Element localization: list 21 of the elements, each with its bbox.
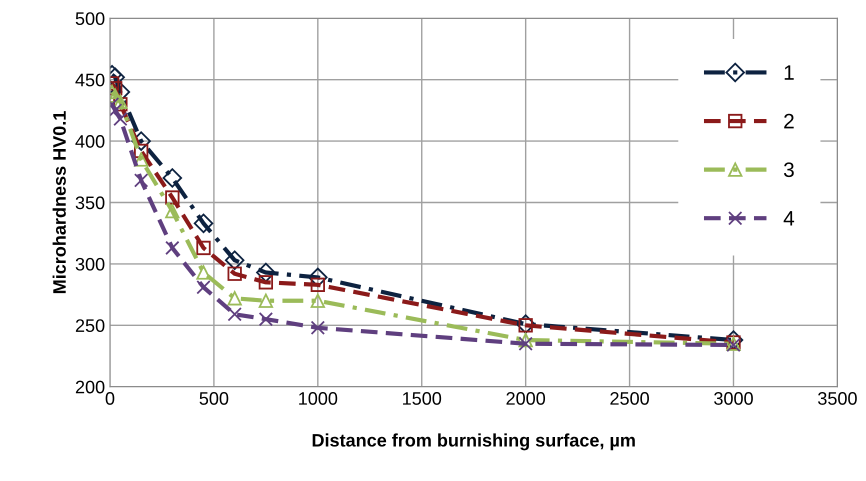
y-tick-label: 450 [75,74,104,86]
legend-label: 1 [784,65,794,80]
x-tick-label: 500 [200,392,228,405]
x-tick-label: 3000 [714,392,753,405]
y-axis-title: Microhardness HV0.1 [52,111,66,294]
y-tick-label: 200 [76,380,104,394]
y-tick-label: 250 [76,319,104,332]
y-tick-label: 400 [75,135,104,148]
x-tick-label: 2500 [610,392,649,405]
y-tick-label: 350 [76,196,104,210]
legend-label: 3 [784,162,794,178]
x-tick-label: 1500 [403,392,442,405]
x-tick-label: 3500 [818,392,857,405]
x-axis-title: Distance from burnishing surface, µm [312,433,635,450]
y-tick-label: 500 [76,12,104,25]
legend-label: 4 [784,211,794,226]
legend-label: 2 [784,114,794,128]
x-tick-label: 1000 [299,392,338,405]
x-tick-label: 0 [106,392,114,405]
y-tick-label: 300 [76,258,104,271]
x-tick-label: 2000 [506,392,546,405]
